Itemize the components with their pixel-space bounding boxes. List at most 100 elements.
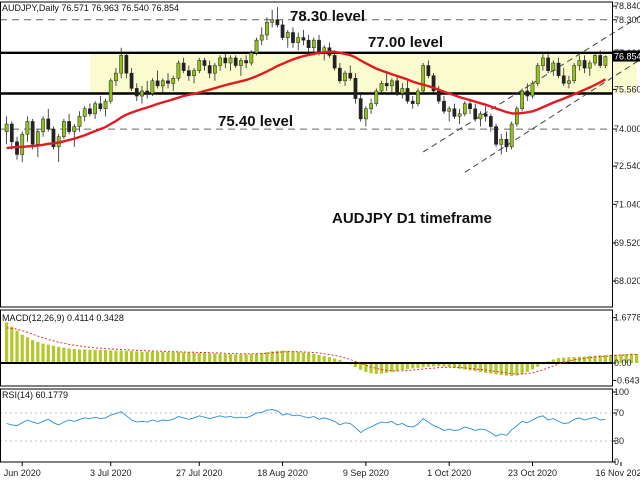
date-axis-label: 16 Nov 2020	[595, 468, 640, 478]
candle-body	[452, 108, 457, 117]
candle-21	[114, 68, 118, 86]
price-axis-extra-tick-label: 78.840	[614, 1, 640, 11]
macd-bar-100	[525, 363, 529, 372]
rsi-axis-tick-label: 70	[614, 408, 624, 418]
candle-body	[405, 88, 410, 102]
macd-bar-54	[286, 350, 290, 364]
macd-signal-line	[6, 327, 637, 375]
candle-body	[504, 139, 509, 148]
macd-bar-101	[530, 363, 535, 370]
date-axis-label: 3 Jul 2020	[90, 468, 132, 478]
candle-body	[546, 57, 550, 71]
candle-body	[46, 118, 51, 130]
candle-body	[541, 57, 545, 66]
candle-body	[207, 65, 212, 74]
candle-body	[535, 65, 540, 84]
candle-body	[51, 128, 56, 148]
candle-body	[244, 60, 248, 64]
candle-body	[223, 57, 228, 64]
macd-bar-75	[395, 363, 399, 372]
candle-body	[192, 70, 196, 76]
candle-108	[567, 75, 571, 89]
macd-bar-114	[598, 355, 602, 364]
candle-106	[556, 57, 561, 79]
candle-body	[515, 108, 519, 125]
candle-body	[265, 22, 269, 36]
macd-bar-12	[67, 348, 71, 364]
macd-axis-tick-label: -0.6439	[614, 375, 640, 385]
macd-bar-67	[353, 363, 358, 368]
macd-bar-98	[515, 363, 519, 376]
candle-73	[384, 73, 389, 91]
candle-body	[82, 108, 87, 117]
candle-16	[88, 103, 92, 117]
candle-body	[311, 39, 316, 48]
macd-bar-25	[135, 351, 139, 364]
candle-body	[93, 103, 97, 115]
macd-bar-8	[46, 344, 50, 364]
timeframe-label: AUDJPY D1 timeframe	[332, 210, 492, 227]
channel-line-0	[422, 15, 640, 153]
candle-body	[499, 139, 504, 145]
candle-46	[244, 55, 248, 69]
channel-line-1	[464, 59, 640, 173]
candle-body	[468, 103, 472, 109]
macd-bar-105	[551, 359, 555, 364]
price-axis-tick-label: 78.300	[614, 15, 640, 25]
macd-bar-16	[88, 349, 92, 364]
candle-body	[395, 80, 399, 94]
macd-bar-58	[306, 353, 311, 364]
macd-bar-35	[187, 352, 191, 364]
candle-25	[134, 83, 139, 102]
macd-bar-91	[478, 363, 483, 372]
candle-body	[572, 65, 577, 82]
candle-13	[72, 124, 77, 147]
candle-body	[358, 98, 363, 120]
macd-bar-18	[98, 350, 102, 364]
candle-81	[426, 60, 431, 79]
candle-57	[301, 29, 306, 46]
macd-bar-28	[150, 351, 155, 364]
candle-75	[395, 75, 399, 97]
candle-69	[364, 106, 368, 127]
candle-body	[140, 90, 144, 97]
price-axis-tick-label: 75.560	[614, 84, 640, 94]
candle-body	[494, 126, 498, 145]
candle-body	[593, 55, 597, 64]
macd-bar-76	[400, 363, 404, 371]
candle-43	[228, 55, 233, 71]
candle-body	[364, 108, 368, 120]
macd-bar-94	[494, 363, 498, 375]
candle-115	[603, 55, 608, 69]
macd-bar-53	[280, 350, 285, 364]
moving-average-line	[6, 50, 606, 150]
candle-body	[145, 90, 150, 94]
candle-body	[520, 90, 524, 110]
macd-bar-55	[291, 351, 295, 364]
candle-5	[30, 118, 35, 150]
candle-body	[249, 52, 254, 64]
macd-bar-57	[301, 352, 306, 364]
candle-body	[160, 80, 165, 87]
macd-bar-106	[556, 358, 561, 364]
candle-body	[587, 62, 592, 69]
candle-1	[9, 121, 14, 150]
macd-bar-99	[520, 363, 524, 375]
candle-30	[160, 78, 165, 94]
candle-body	[343, 72, 347, 82]
candle-102	[535, 63, 540, 86]
candle-38	[202, 57, 207, 71]
macd-bar-92	[484, 363, 488, 373]
candle-110	[577, 55, 582, 71]
candle-body	[488, 116, 493, 127]
macd-bar-72	[379, 363, 384, 374]
candle-90	[473, 103, 478, 122]
macd-bar-68	[359, 363, 363, 370]
macd-bar-5	[31, 340, 35, 364]
candle-body	[20, 133, 25, 155]
macd-title: MACD(12,26,9) 0.4114 0.3428	[2, 313, 124, 323]
consolidation-zone	[89, 52, 637, 94]
candle-body	[259, 34, 264, 41]
macd-bar-48	[254, 353, 259, 364]
candle-113	[593, 52, 597, 66]
